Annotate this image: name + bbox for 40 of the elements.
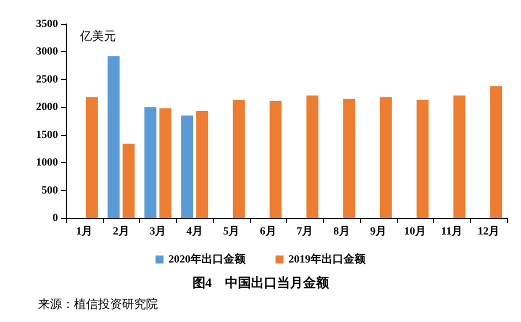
y-tick-label: 3500: [36, 18, 58, 30]
bar: [196, 111, 208, 218]
y-tick-label: 500: [42, 184, 58, 196]
x-tick-label: 6月: [260, 226, 276, 238]
x-tick-label: 12月: [478, 226, 500, 238]
x-tick-label: 2月: [112, 226, 130, 238]
x-tick-label: 7月: [296, 226, 314, 238]
bar: [144, 107, 156, 218]
bar: [490, 86, 502, 218]
y-tick-label: 3000: [36, 46, 58, 58]
x-tick-label: 1月: [76, 226, 93, 238]
legend-label: 2020年出口金额: [168, 252, 246, 266]
y-tick-label: 2000: [36, 101, 58, 114]
bar: [232, 100, 245, 218]
x-tick-label: 9月: [370, 226, 387, 238]
x-tick-label: 3月: [150, 226, 166, 238]
x-tick-label: 11月: [441, 226, 463, 238]
source-note: 来源：植信投资研究院: [38, 297, 158, 311]
bar: [416, 100, 429, 218]
x-tick-label: 8月: [333, 226, 350, 238]
y-axis-title: 亿美元: [79, 29, 116, 43]
bar: [181, 115, 194, 218]
bar: [86, 97, 98, 218]
y-tick-label: 1500: [36, 128, 58, 141]
text: 图4 中国出口当月金额: [192, 275, 330, 290]
legend-label: 2019年出口金额: [288, 252, 366, 266]
bar: [122, 144, 135, 218]
x-tick-label: 4月: [186, 226, 203, 238]
x-tick-label: 10月: [404, 226, 426, 238]
bar: [343, 98, 356, 218]
bar: [270, 101, 282, 218]
bar: [380, 97, 392, 218]
x-tick-label: 5月: [223, 226, 240, 238]
bar: [453, 96, 466, 218]
y-tick-label: 0: [52, 212, 58, 224]
y-tick-label: 2500: [36, 73, 58, 86]
bar: [159, 108, 172, 218]
bar: [108, 56, 120, 218]
y-tick-label: 1000: [36, 156, 58, 169]
bar: [306, 96, 318, 218]
